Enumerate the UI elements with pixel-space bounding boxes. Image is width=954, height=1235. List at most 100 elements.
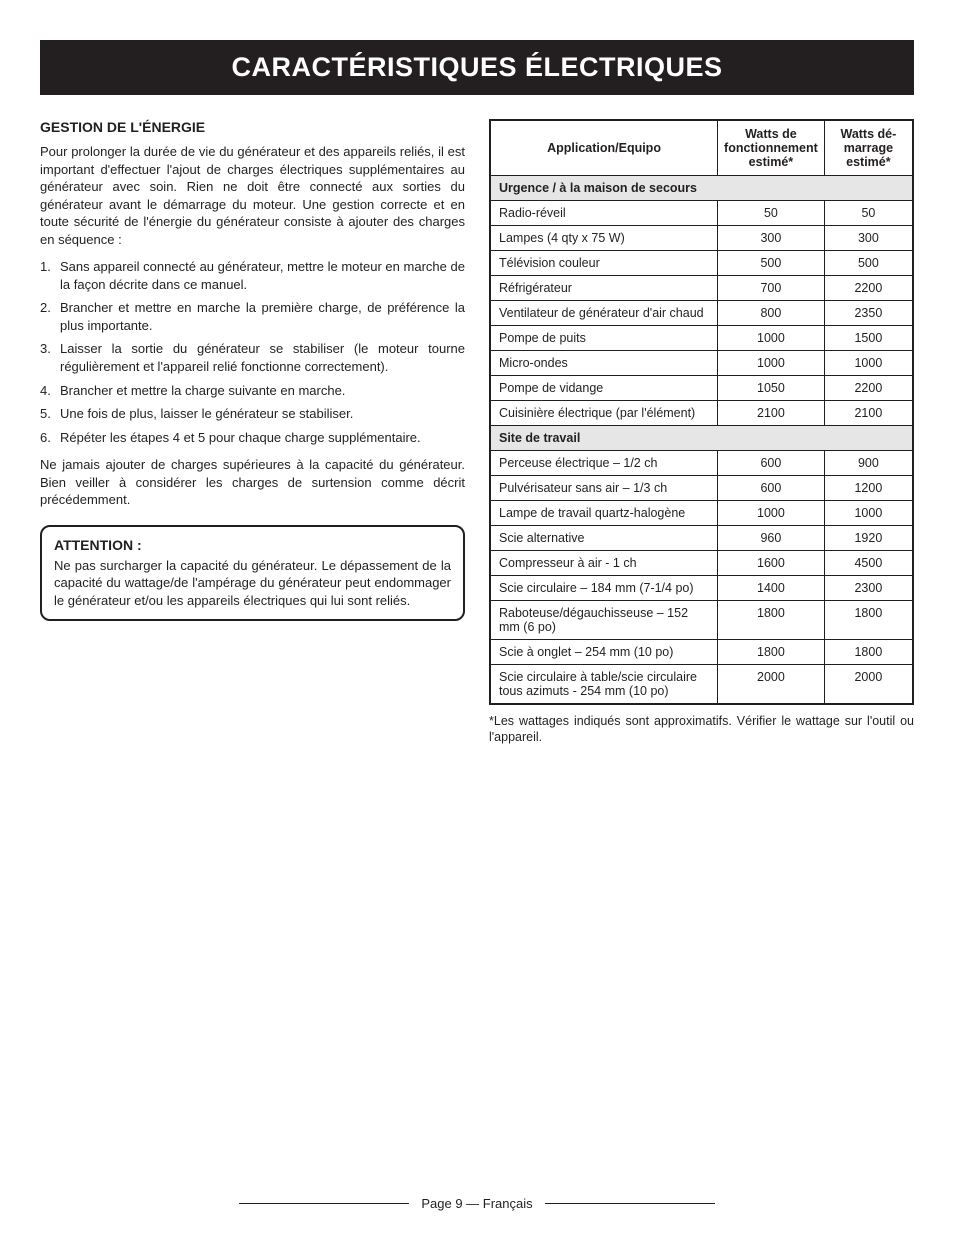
table-row: Pompe de vidange10502200	[490, 376, 913, 401]
table-cell-starting: 1920	[824, 526, 913, 551]
table-row: Cuisinière électrique (par l'élément)210…	[490, 401, 913, 426]
step-item: Sans appareil connecté au générateur, me…	[40, 258, 465, 293]
table-cell-starting: 900	[824, 451, 913, 476]
table-cell-starting: 2300	[824, 576, 913, 601]
table-cell-application: Télévision couleur	[490, 251, 718, 276]
table-row: Radio-réveil5050	[490, 201, 913, 226]
section-heading-energy: GESTION DE L'ÉNERGIE	[40, 119, 465, 135]
page-footer: Page 9 — Français	[0, 1196, 954, 1211]
table-cell-starting: 300	[824, 226, 913, 251]
table-cell-running: 800	[718, 301, 825, 326]
step-item: Une fois de plus, laisser le générateur …	[40, 405, 465, 423]
table-cell-starting: 50	[824, 201, 913, 226]
table-cell-application: Scie circulaire – 184 mm (7-1/4 po)	[490, 576, 718, 601]
after-paragraph: Ne jamais ajouter de charges supérieures…	[40, 456, 465, 509]
intro-paragraph: Pour prolonger la durée de vie du généra…	[40, 143, 465, 248]
table-row: Scie alternative9601920	[490, 526, 913, 551]
table-cell-application: Cuisinière électrique (par l'élément)	[490, 401, 718, 426]
table-row: Pompe de puits10001500	[490, 326, 913, 351]
table-row: Ventilateur de générateur d'air chaud800…	[490, 301, 913, 326]
table-cell-running: 2100	[718, 401, 825, 426]
table-cell-running: 600	[718, 476, 825, 501]
table-cell-starting: 1800	[824, 640, 913, 665]
table-row: Réfrigérateur7002200	[490, 276, 913, 301]
table-cell-application: Ventilateur de générateur d'air chaud	[490, 301, 718, 326]
table-cell-application: Scie circulaire à table/scie circulaire …	[490, 665, 718, 705]
table-cell-starting: 1000	[824, 501, 913, 526]
footer-rule-left	[239, 1203, 409, 1204]
table-cell-starting: 2200	[824, 376, 913, 401]
step-item: Brancher et mettre la charge suivante en…	[40, 382, 465, 400]
table-cell-running: 1000	[718, 351, 825, 376]
table-row: Compresseur à air - 1 ch16004500	[490, 551, 913, 576]
table-cell-starting: 500	[824, 251, 913, 276]
table-header-starting-watts: Watts dé-marrage estimé*	[824, 120, 913, 176]
table-cell-starting: 2100	[824, 401, 913, 426]
right-column: Application/Equipo Watts de fonctionneme…	[489, 119, 914, 746]
table-cell-running: 1000	[718, 326, 825, 351]
table-cell-running: 1000	[718, 501, 825, 526]
table-cell-running: 1050	[718, 376, 825, 401]
content-columns: GESTION DE L'ÉNERGIE Pour prolonger la d…	[40, 119, 914, 746]
table-row: Micro-ondes10001000	[490, 351, 913, 376]
table-row: Scie circulaire à table/scie circulaire …	[490, 665, 913, 705]
table-row: Lampe de travail quartz-halogène10001000	[490, 501, 913, 526]
table-header-running-watts: Watts de fonctionnement estimé*	[718, 120, 825, 176]
left-column: GESTION DE L'ÉNERGIE Pour prolonger la d…	[40, 119, 465, 746]
table-cell-starting: 1200	[824, 476, 913, 501]
table-cell-running: 1800	[718, 601, 825, 640]
table-row: Perceuse électrique – 1/2 ch600900	[490, 451, 913, 476]
step-item: Répéter les étapes 4 et 5 pour chaque ch…	[40, 429, 465, 447]
table-cell-starting: 1000	[824, 351, 913, 376]
attention-text: Ne pas surcharger la capacité du générat…	[54, 557, 451, 610]
table-cell-application: Radio-réveil	[490, 201, 718, 226]
attention-title: ATTENTION :	[54, 537, 451, 553]
table-section-heading: Site de travail	[490, 426, 913, 451]
steps-list: Sans appareil connecté au générateur, me…	[40, 258, 465, 446]
table-cell-running: 300	[718, 226, 825, 251]
table-row: Scie circulaire – 184 mm (7-1/4 po)14002…	[490, 576, 913, 601]
step-item: Laisser la sortie du générateur se stabi…	[40, 340, 465, 375]
page-title: CARACTÉRISTIQUES ÉLECTRIQUES	[231, 52, 722, 82]
table-section-row: Site de travail	[490, 426, 913, 451]
table-cell-running: 2000	[718, 665, 825, 705]
table-section-row: Urgence / à la maison de secours	[490, 176, 913, 201]
table-cell-application: Scie alternative	[490, 526, 718, 551]
table-cell-starting: 1800	[824, 601, 913, 640]
table-cell-application: Raboteuse/dégauchisseuse – 152 mm (6 po)	[490, 601, 718, 640]
table-cell-application: Lampes (4 qty x 75 W)	[490, 226, 718, 251]
table-row: Scie à onglet – 254 mm (10 po)18001800	[490, 640, 913, 665]
table-header-row: Application/Equipo Watts de fonctionneme…	[490, 120, 913, 176]
table-cell-running: 1400	[718, 576, 825, 601]
step-item: Brancher et mettre en marche la première…	[40, 299, 465, 334]
table-cell-application: Lampe de travail quartz-halogène	[490, 501, 718, 526]
table-header-application: Application/Equipo	[490, 120, 718, 176]
table-cell-starting: 2000	[824, 665, 913, 705]
table-cell-starting: 4500	[824, 551, 913, 576]
table-cell-application: Réfrigérateur	[490, 276, 718, 301]
footer-text: Page 9 — Français	[421, 1196, 532, 1211]
table-cell-running: 960	[718, 526, 825, 551]
table-cell-running: 700	[718, 276, 825, 301]
table-cell-running: 500	[718, 251, 825, 276]
table-cell-application: Compresseur à air - 1 ch	[490, 551, 718, 576]
table-cell-running: 600	[718, 451, 825, 476]
attention-box: ATTENTION : Ne pas surcharger la capacit…	[40, 525, 465, 622]
table-footnote: *Les wattages indiqués sont approximatif…	[489, 713, 914, 746]
table-row: Télévision couleur500500	[490, 251, 913, 276]
table-cell-application: Pompe de vidange	[490, 376, 718, 401]
table-row: Lampes (4 qty x 75 W)300300	[490, 226, 913, 251]
table-row: Pulvérisateur sans air – 1/3 ch6001200	[490, 476, 913, 501]
table-cell-application: Micro-ondes	[490, 351, 718, 376]
table-cell-running: 50	[718, 201, 825, 226]
table-cell-application: Scie à onglet – 254 mm (10 po)	[490, 640, 718, 665]
table-cell-running: 1800	[718, 640, 825, 665]
table-cell-starting: 2200	[824, 276, 913, 301]
table-cell-running: 1600	[718, 551, 825, 576]
wattage-table: Application/Equipo Watts de fonctionneme…	[489, 119, 914, 705]
table-cell-application: Pulvérisateur sans air – 1/3 ch	[490, 476, 718, 501]
table-cell-application: Perceuse électrique – 1/2 ch	[490, 451, 718, 476]
table-section-heading: Urgence / à la maison de secours	[490, 176, 913, 201]
page-title-bar: CARACTÉRISTIQUES ÉLECTRIQUES	[40, 40, 914, 95]
table-cell-application: Pompe de puits	[490, 326, 718, 351]
